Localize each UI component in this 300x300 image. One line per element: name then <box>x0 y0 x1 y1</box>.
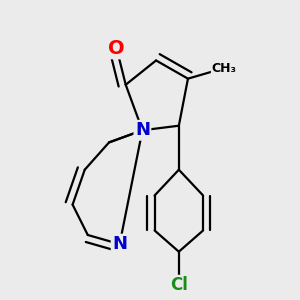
Text: Cl: Cl <box>170 276 188 294</box>
Text: N: N <box>112 235 127 253</box>
Text: O: O <box>108 39 125 58</box>
Text: CH₃: CH₃ <box>212 61 237 74</box>
Text: N: N <box>135 121 150 139</box>
